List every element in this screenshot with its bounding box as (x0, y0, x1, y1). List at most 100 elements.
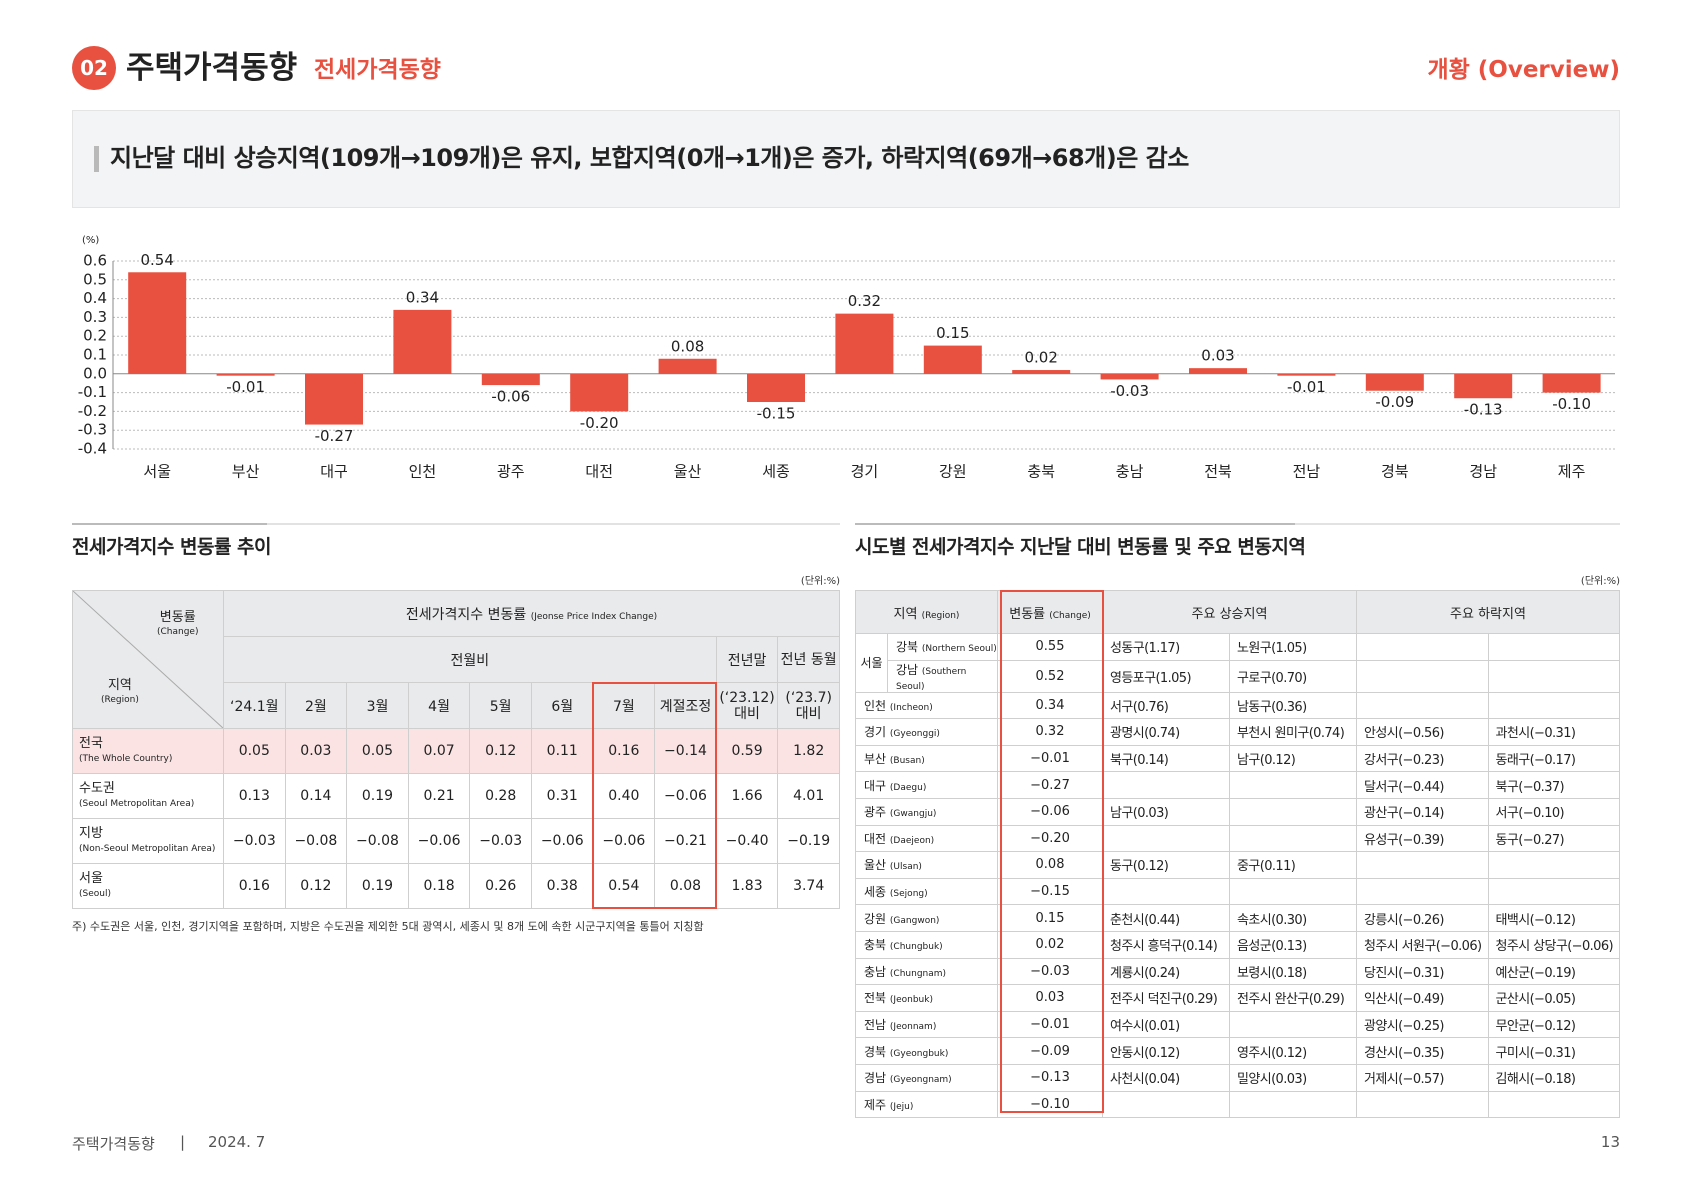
bar (658, 358, 717, 374)
region-name-en: (Jeonbuk) (889, 995, 933, 1006)
column-header: (‘23.7) 대비 (777, 682, 840, 729)
data-row: 지방 (Non-Seoul Metropolitan Area) −0.03 −0.0… (72, 818, 840, 864)
x-tick-label: 강원 (939, 463, 967, 481)
falling-cell: 광양시(−0.25) (1356, 1010, 1489, 1039)
region-name: 전남 (864, 1018, 887, 1033)
footnote: 주) 수도권은 서울, 인천, 경기지역을 포함하며, 지방은 수도권을 제외한… (72, 920, 704, 933)
rising-item: 여수시(0.01) (1110, 1019, 1180, 1035)
falling-cell: 서구(−0.10) (1487, 797, 1620, 826)
falling-cell (1356, 1090, 1489, 1119)
value-cell: 0.05 (346, 728, 409, 774)
value-cell: −0.19 (777, 818, 840, 864)
rising-cell (1229, 771, 1357, 799)
x-tick-label: 경기 (851, 463, 879, 481)
y-tick-label: 0.2 (83, 327, 107, 345)
column-header: (‘23.12) 대비 (715, 682, 779, 729)
value-cell: −0.06 (407, 818, 471, 864)
rising-cell (1229, 824, 1357, 853)
change-cell: 0.52 (997, 659, 1103, 693)
change-cell: 0.34 (997, 691, 1103, 720)
change-cell: −0.13 (997, 1063, 1103, 1092)
value-label: 0.02 (1024, 349, 1057, 367)
falling-item: 광산구(−0.14) (1364, 806, 1444, 822)
region-name: 제주 (864, 1097, 887, 1112)
value-label: -0.15 (757, 405, 796, 423)
falling-cell: 동구(−0.27) (1487, 824, 1620, 853)
falling-item: 동구(−0.27) (1495, 832, 1565, 848)
column-header: 7월 (592, 682, 656, 729)
change-cell: 0.03 (997, 984, 1103, 1012)
data-row: 경남 (Gyeongnam) −0.13 사천시(0.04) 밀양시(0.03) 거제시… (855, 1063, 1620, 1092)
region-cell: 전북 (Jeonbuk) (855, 984, 998, 1012)
h-region-en: (Region) (921, 610, 960, 621)
page-number: 13 (1600, 1133, 1620, 1151)
region-name-en: (The Whole Country) (79, 753, 173, 764)
bar (1454, 373, 1513, 399)
region-name: 울산 (864, 858, 887, 873)
data-row: 경북 (Gyeongbuk) −0.09 안동시(0.12) 영주시(0.12) 경산시… (855, 1037, 1620, 1065)
rising-item: 부천시 원미구(0.74) (1237, 726, 1345, 742)
value-cell: 0.26 (469, 863, 532, 909)
bar (1012, 370, 1071, 374)
region-name: 충남 (864, 964, 887, 979)
value-label: -0.09 (1375, 393, 1414, 411)
x-tick-label: 인천 (409, 463, 437, 481)
rising-item: 춘천시(0.44) (1110, 912, 1180, 928)
value-label: -0.13 (1464, 401, 1503, 419)
rising-cell: 부천시 원미구(0.74) (1229, 718, 1357, 746)
rising-cell: 남구(0.12) (1229, 744, 1357, 773)
rising-cell (1229, 1090, 1357, 1119)
rising-cell: 동구(0.12) (1102, 851, 1230, 879)
value-cell: 4.01 (777, 773, 840, 819)
column-header: 4월 (407, 682, 471, 729)
value-cell: 0.19 (346, 863, 409, 909)
section-title: 전세가격지수 변동률 추이 (72, 536, 272, 558)
value-cell: −0.03 (469, 818, 532, 864)
x-tick-label: 울산 (674, 463, 702, 481)
region-name-en: (Non-Seoul Metropolitan Area) (79, 843, 216, 854)
value-cell: 0.13 (223, 773, 286, 819)
falling-cell: 청주시 상당구(−0.06) (1487, 930, 1620, 959)
region-cell: 경기 (Gyeonggi) (855, 718, 998, 746)
value-cell: 0.12 (469, 728, 532, 774)
value-cell: 0.21 (407, 773, 471, 819)
falling-cell: 광산구(−0.14) (1356, 797, 1489, 826)
rising-item: 속초시(0.30) (1237, 912, 1307, 928)
value-cell: 0.03 (284, 728, 348, 774)
value-cell: 0.05 (223, 728, 286, 774)
region-cell: 경북 (Gyeongbuk) (855, 1037, 998, 1065)
bar (481, 373, 540, 386)
falling-cell: 태백시(−0.12) (1487, 904, 1620, 932)
y-unit: (%) (82, 235, 99, 246)
section-line (72, 523, 840, 525)
value-label: 0.03 (1201, 347, 1234, 365)
region-cell: 수도권 (Seoul Metropolitan Area) (72, 773, 224, 819)
rising-item: 보령시(0.18) (1237, 965, 1307, 981)
rising-cell: 안동시(0.12) (1102, 1037, 1230, 1065)
falling-cell: 당진시(−0.31) (1356, 957, 1489, 986)
value-label: 0.15 (936, 324, 969, 342)
rising-cell: 남동구(0.36) (1229, 691, 1357, 720)
y-tick-label: -0.4 (78, 440, 107, 458)
corner-cell: 변동률 (Change) 지역 (Region) (72, 590, 224, 729)
rising-cell: 밀양시(0.03) (1229, 1063, 1357, 1092)
bar (1100, 373, 1159, 380)
falling-item: 익산시(−0.49) (1364, 992, 1444, 1008)
yoy-header: 전년 동월 (777, 636, 840, 683)
region-name-en: (Ulsan) (889, 862, 922, 873)
falling-item: 구미시(−0.31) (1495, 1045, 1576, 1061)
value-cell: 0.12 (284, 863, 348, 909)
region-name-en: (Northern Seoul) (921, 644, 997, 655)
falling-item: 북구(−0.37) (1495, 779, 1565, 795)
region-cell: 광주 (Gwangju) (855, 797, 998, 826)
bar-chart: (%) 0.60.50.40.30.20.10.0-0.1-0.2-0.3-0.… (78, 235, 1615, 481)
page-title: 주택가격동향 (126, 50, 298, 86)
rising-item: 전주시 완산구(0.29) (1237, 992, 1345, 1008)
region-name: 세종 (864, 885, 887, 900)
mom-header: 전월비 (223, 636, 717, 683)
region-header: 지역 (Region) (855, 590, 998, 634)
value-cell: 0.14 (284, 773, 348, 819)
rising-cell (1229, 797, 1357, 826)
data-row: 수도권 (Seoul Metropolitan Area) 0.13 0.14 0.19… (72, 773, 840, 819)
bar (128, 272, 187, 374)
